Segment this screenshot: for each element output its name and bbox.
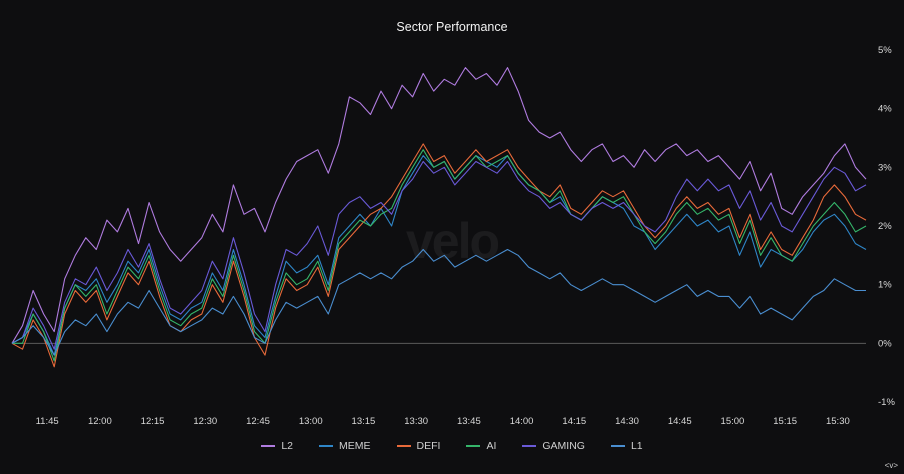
legend-swatch (466, 445, 481, 447)
x-tick-label: 14:45 (668, 416, 692, 427)
legend-swatch (319, 445, 334, 447)
legend-item-defi[interactable]: DEFI (396, 440, 441, 452)
x-tick-label: 14:15 (562, 416, 586, 427)
chart-nav-toggle[interactable]: <v> (884, 461, 898, 470)
series-line-gaming[interactable] (11, 160, 867, 350)
series-line-ai[interactable] (12, 149, 867, 362)
legend-label: DEFI (416, 440, 441, 452)
legend-label: MEME (339, 440, 371, 452)
legend-item-l1[interactable]: L1 (610, 440, 643, 452)
y-tick-label: 1% (878, 280, 892, 291)
legend-item-gaming[interactable]: GAMING (522, 440, 585, 452)
legend-swatch (396, 445, 411, 447)
x-tick-label: 12:00 (88, 416, 112, 427)
series-line-meme[interactable] (11, 155, 867, 356)
x-tick-label: 12:45 (246, 416, 270, 427)
x-tick-label: 13:30 (404, 416, 428, 427)
y-tick-label: 0% (878, 338, 892, 349)
chart-legend: L2 MEME DEFI AI GAMING L1 (0, 440, 904, 452)
legend-label: L1 (630, 440, 643, 452)
y-tick-label: 3% (878, 162, 892, 173)
legend-label: GAMING (542, 440, 585, 452)
x-tick-label: 15:00 (721, 416, 745, 427)
x-tick-label: 11:45 (36, 416, 59, 427)
x-tick-label: 15:30 (826, 416, 850, 427)
legend-item-meme[interactable]: MEME (319, 440, 371, 452)
series-line-l1[interactable] (11, 248, 866, 356)
legend-label: L2 (281, 440, 294, 452)
x-tick-label: 13:00 (299, 416, 323, 427)
legend-item-l2[interactable]: L2 (261, 440, 293, 452)
series-line-l2[interactable] (11, 67, 867, 344)
legend-swatch (610, 445, 625, 447)
y-tick-label: 5% (878, 45, 892, 56)
x-tick-label: 13:45 (457, 416, 481, 427)
chart-title: Sector Performance (396, 20, 508, 34)
legend-label: AI (486, 440, 497, 452)
x-tick-label: 12:15 (141, 416, 165, 427)
x-tick-label: 13:15 (352, 416, 376, 427)
x-tick-label: 14:30 (615, 416, 639, 427)
y-tick-label: -1% (878, 397, 895, 408)
legend-swatch (261, 445, 276, 447)
x-tick-label: 15:15 (773, 416, 797, 427)
legend-item-ai[interactable]: AI (466, 440, 496, 452)
x-tick-label: 14:00 (510, 416, 534, 427)
x-tick-label: 12:30 (193, 416, 217, 427)
y-tick-label: 2% (878, 221, 892, 232)
legend-swatch (522, 445, 537, 447)
series-line-defi[interactable] (11, 143, 867, 368)
y-tick-label: 4% (878, 104, 892, 115)
